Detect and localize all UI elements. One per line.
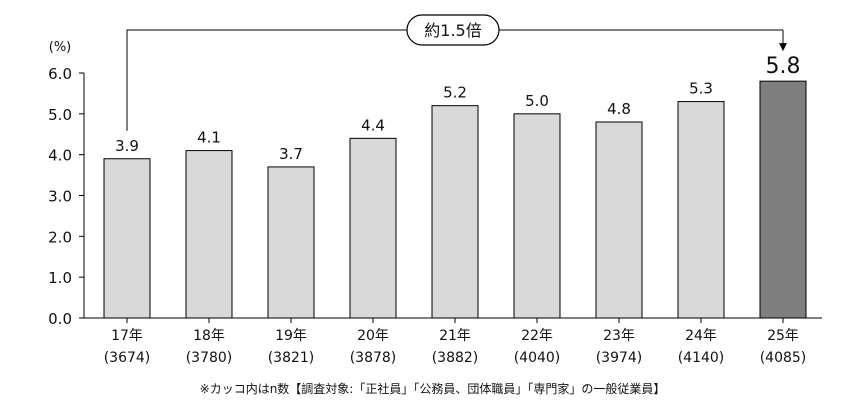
annotation-label: 約1.5倍 <box>424 21 481 40</box>
data-label: 5.8 <box>766 54 801 79</box>
sample-size-label: (3780) <box>186 350 233 366</box>
y-tick-label: 2.0 <box>48 228 72 246</box>
bracket-line <box>126 29 783 131</box>
y-unit-label: (%) <box>49 40 72 55</box>
x-tick-label: 23年 <box>603 328 635 344</box>
y-tick-label: 0.0 <box>48 310 72 328</box>
sample-size-label: (3674) <box>104 350 151 366</box>
data-label: 5.3 <box>689 80 713 98</box>
bar <box>103 158 151 319</box>
y-tick-label: 3.0 <box>48 188 72 206</box>
bar-chart: (%) 0.0 1.0 2.0 3.0 4.0 5.0 6.0 3.9 17年 (3674) 4.… <box>48 14 822 366</box>
sample-size-label: (4040) <box>514 350 561 366</box>
x-tick-label: 18年 <box>193 328 225 344</box>
x-tick-label: 19年 <box>275 328 307 344</box>
y-tick-label: 6.0 <box>48 65 72 83</box>
bar <box>431 105 479 319</box>
data-label: 3.7 <box>279 145 303 163</box>
x-tick-label: 21年 <box>439 328 471 344</box>
footnote: ※カッコ内はn数【調査対象:「正社員」「公務員、団体職員」「専門家」の一般従業員… <box>199 382 666 396</box>
data-label: 4.1 <box>197 129 221 147</box>
annotation-box <box>406 14 500 46</box>
bar <box>677 101 725 319</box>
y-tick-label: 1.0 <box>48 269 72 287</box>
y-tick-label: 4.0 <box>48 147 72 165</box>
x-tick-label: 25年 <box>767 328 799 344</box>
data-label: 4.8 <box>607 100 631 118</box>
bar <box>513 113 561 319</box>
sample-size-label: (3821) <box>268 350 315 366</box>
sample-size-label: (3882) <box>432 350 479 366</box>
bar <box>759 80 807 319</box>
sample-size-label: (4140) <box>678 350 725 366</box>
sample-size-label: (3878) <box>350 350 397 366</box>
x-tick-label: 17年 <box>111 328 143 344</box>
bar <box>267 166 315 319</box>
sample-size-label: (3974) <box>596 350 643 366</box>
data-label: 5.0 <box>525 92 549 110</box>
bar <box>595 121 643 319</box>
x-tick-label: 24年 <box>685 328 717 344</box>
x-tick-label: 22年 <box>521 328 553 344</box>
bar <box>349 137 397 319</box>
y-tick-label: 5.0 <box>48 106 72 124</box>
data-label: 5.2 <box>443 84 467 102</box>
x-tick-label: 20年 <box>357 328 389 344</box>
sample-size-label: (4085) <box>760 350 807 366</box>
data-label: 3.9 <box>115 137 139 155</box>
data-label: 4.4 <box>361 116 385 134</box>
bar <box>185 150 233 319</box>
